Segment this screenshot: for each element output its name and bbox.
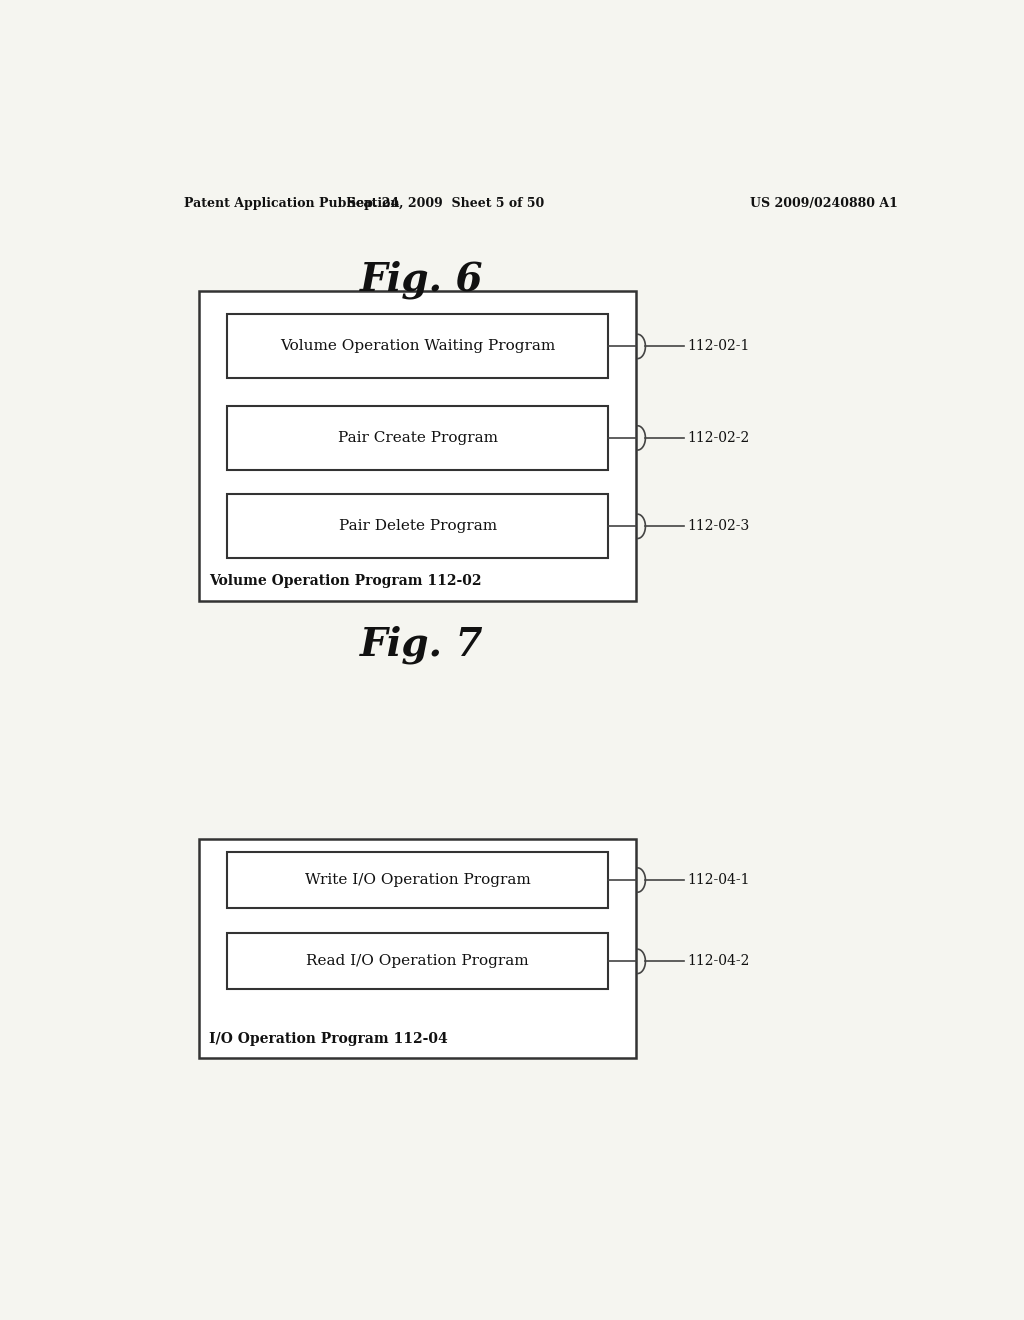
Text: 112-02-1: 112-02-1 <box>687 339 750 354</box>
Text: Pair Create Program: Pair Create Program <box>338 430 498 445</box>
Text: Volume Operation Waiting Program: Volume Operation Waiting Program <box>280 339 555 354</box>
Text: 112-02-3: 112-02-3 <box>687 519 750 533</box>
Text: Sep. 24, 2009  Sheet 5 of 50: Sep. 24, 2009 Sheet 5 of 50 <box>347 197 544 210</box>
Text: Fig. 6: Fig. 6 <box>359 260 483 298</box>
Text: 112-02-2: 112-02-2 <box>687 430 750 445</box>
Bar <box>227 933 608 989</box>
Bar <box>227 314 608 379</box>
Bar <box>227 853 608 908</box>
Text: Volume Operation Program 112-02: Volume Operation Program 112-02 <box>209 574 481 589</box>
Bar <box>227 494 608 558</box>
Text: 112-04-1: 112-04-1 <box>687 873 750 887</box>
Text: Read I/O Operation Program: Read I/O Operation Program <box>306 954 529 969</box>
Bar <box>200 840 636 1057</box>
Text: Write I/O Operation Program: Write I/O Operation Program <box>305 873 530 887</box>
Text: US 2009/0240880 A1: US 2009/0240880 A1 <box>750 197 898 210</box>
Text: Fig. 7: Fig. 7 <box>359 626 483 664</box>
Text: Patent Application Publication: Patent Application Publication <box>183 197 399 210</box>
Text: I/O Operation Program 112-04: I/O Operation Program 112-04 <box>209 1032 447 1045</box>
Bar <box>227 405 608 470</box>
Text: 112-04-2: 112-04-2 <box>687 954 750 969</box>
Bar <box>200 290 636 601</box>
Text: Pair Delete Program: Pair Delete Program <box>339 519 497 533</box>
